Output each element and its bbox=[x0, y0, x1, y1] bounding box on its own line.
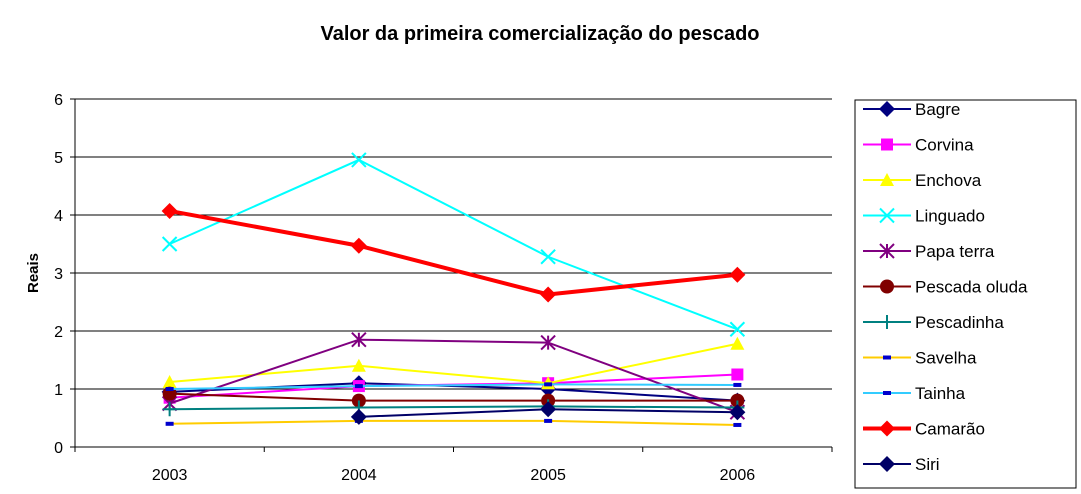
marker bbox=[879, 456, 895, 472]
y-tick-label: 5 bbox=[54, 150, 63, 167]
marker bbox=[731, 368, 744, 381]
legend-label: Savelha bbox=[915, 349, 977, 368]
marker bbox=[351, 331, 367, 348]
marker bbox=[162, 375, 177, 389]
marker bbox=[354, 384, 363, 389]
marker bbox=[883, 355, 891, 360]
marker bbox=[540, 286, 557, 303]
marker bbox=[883, 391, 891, 395]
marker bbox=[879, 243, 895, 259]
series-line bbox=[169, 383, 738, 390]
legend-label: Camarão bbox=[915, 420, 985, 439]
marker bbox=[729, 266, 746, 283]
marker bbox=[165, 421, 174, 426]
legend-label: Tainha bbox=[915, 384, 966, 403]
x-tick-label: 2006 bbox=[720, 467, 756, 484]
series-line bbox=[169, 342, 738, 385]
y-tick-label: 3 bbox=[54, 266, 63, 283]
y-tick-label: 6 bbox=[54, 92, 63, 109]
legend-label: Corvina bbox=[915, 136, 974, 155]
marker bbox=[880, 279, 894, 294]
series-line bbox=[169, 392, 738, 402]
legend-label: Pescadinha bbox=[915, 313, 1004, 332]
marker bbox=[879, 101, 895, 117]
marker bbox=[730, 336, 745, 350]
chart-title: Valor da primeira comercialização do pes… bbox=[320, 23, 759, 45]
marker bbox=[540, 334, 556, 351]
marker bbox=[733, 382, 742, 387]
marker bbox=[162, 402, 177, 417]
legend-box bbox=[854, 99, 1077, 489]
marker bbox=[161, 202, 178, 219]
marker bbox=[880, 315, 894, 329]
y-tick-label: 4 bbox=[54, 208, 63, 225]
y-tick-label: 1 bbox=[54, 382, 63, 399]
marker bbox=[350, 237, 367, 254]
y-tick-label: 2 bbox=[54, 324, 63, 341]
x-tick-label: 2005 bbox=[530, 467, 566, 484]
legend-label: Siri bbox=[915, 455, 940, 474]
x-tick-label: 2004 bbox=[341, 467, 377, 484]
legend-label: Enchova bbox=[915, 171, 982, 190]
marker bbox=[351, 152, 367, 168]
legend-label: Pescada oluda bbox=[915, 278, 1028, 297]
legend-label: Bagre bbox=[915, 100, 960, 119]
marker bbox=[540, 401, 557, 418]
y-axis-label: Reais bbox=[25, 253, 42, 293]
marker bbox=[879, 207, 895, 224]
marker bbox=[729, 321, 746, 337]
marker bbox=[879, 420, 895, 437]
marker bbox=[540, 249, 556, 265]
marker bbox=[544, 382, 553, 387]
marker bbox=[161, 236, 178, 252]
marker bbox=[544, 418, 553, 423]
marker bbox=[729, 404, 746, 421]
marker bbox=[351, 358, 366, 372]
series-line bbox=[169, 419, 738, 426]
series-line bbox=[169, 338, 738, 414]
marker bbox=[165, 387, 174, 391]
x-tick-label: 2003 bbox=[152, 467, 188, 484]
y-tick-label: 0 bbox=[54, 440, 63, 457]
series-line bbox=[169, 208, 738, 297]
marker bbox=[350, 408, 367, 425]
marker bbox=[881, 138, 893, 151]
series-line bbox=[169, 405, 738, 411]
legend-label: Papa terra bbox=[915, 242, 995, 261]
marker bbox=[880, 173, 894, 186]
marker bbox=[733, 422, 742, 427]
legend-label: Linguado bbox=[915, 207, 985, 226]
series-line bbox=[169, 158, 738, 331]
